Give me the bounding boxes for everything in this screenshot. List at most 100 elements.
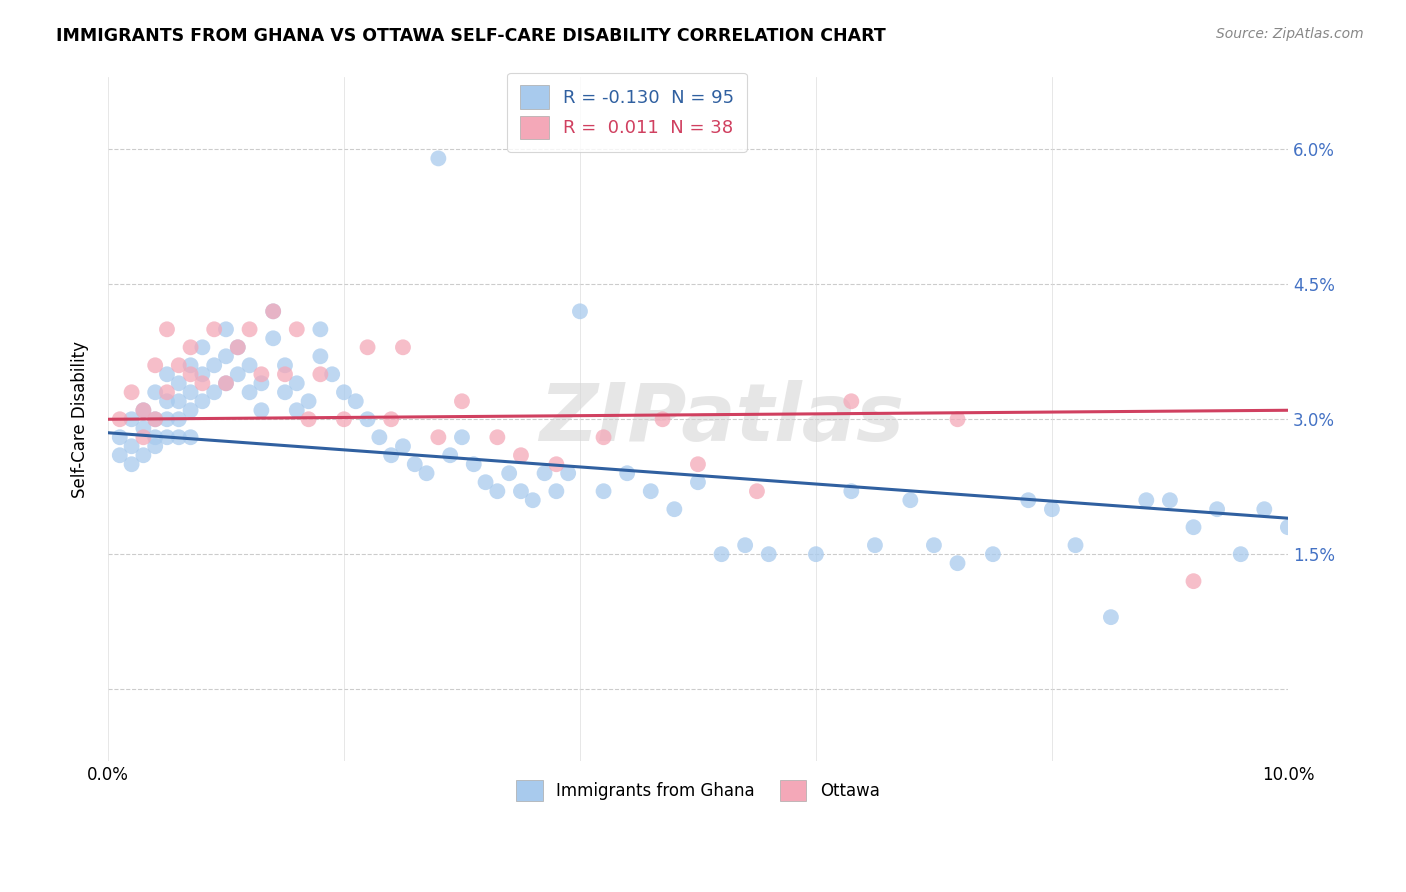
Point <box>1017 493 1039 508</box>
Point <box>239 322 262 336</box>
Point <box>121 457 143 471</box>
Y-axis label: Self-Care Disability: Self-Care Disability <box>72 341 89 498</box>
Point <box>922 538 945 552</box>
Point <box>143 385 166 400</box>
Point <box>143 430 166 444</box>
Point <box>498 467 520 481</box>
Point <box>451 394 474 409</box>
Point <box>262 304 284 318</box>
Point <box>710 547 733 561</box>
Point <box>250 376 273 391</box>
Point <box>167 394 190 409</box>
Point <box>191 340 214 354</box>
Point <box>121 412 143 426</box>
Point <box>285 322 308 336</box>
Point <box>202 322 225 336</box>
Point <box>333 412 356 426</box>
Point <box>191 368 214 382</box>
Point <box>804 547 827 561</box>
Point <box>309 322 332 336</box>
Point <box>592 430 614 444</box>
Point <box>121 439 143 453</box>
Point <box>839 484 862 499</box>
Point <box>1229 547 1251 561</box>
Point <box>616 467 638 481</box>
Point <box>392 340 415 354</box>
Point <box>274 359 297 373</box>
Point <box>226 368 249 382</box>
Point <box>143 412 166 426</box>
Point <box>427 152 450 166</box>
Point <box>380 412 402 426</box>
Point <box>167 359 190 373</box>
Point <box>533 467 555 481</box>
Point <box>839 394 862 409</box>
Point <box>285 376 308 391</box>
Point <box>156 322 179 336</box>
Text: Source: ZipAtlas.com: Source: ZipAtlas.com <box>1216 27 1364 41</box>
Point <box>510 484 533 499</box>
Point <box>191 394 214 409</box>
Point <box>946 412 969 426</box>
Point <box>898 493 921 508</box>
Point <box>1040 502 1063 516</box>
Point <box>568 304 591 318</box>
Point <box>108 430 131 444</box>
Point <box>262 304 284 318</box>
Point <box>415 467 437 481</box>
Point <box>863 538 886 552</box>
Point <box>156 385 179 400</box>
Point <box>439 448 461 462</box>
Point <box>167 412 190 426</box>
Point <box>486 484 509 499</box>
Point <box>745 484 768 499</box>
Point <box>180 340 202 354</box>
Legend: Immigrants from Ghana, Ottawa: Immigrants from Ghana, Ottawa <box>503 766 893 814</box>
Point <box>451 430 474 444</box>
Point <box>651 412 673 426</box>
Point <box>1099 610 1122 624</box>
Point <box>156 412 179 426</box>
Point <box>309 368 332 382</box>
Text: ZIPatlas: ZIPatlas <box>538 380 904 458</box>
Text: IMMIGRANTS FROM GHANA VS OTTAWA SELF-CARE DISABILITY CORRELATION CHART: IMMIGRANTS FROM GHANA VS OTTAWA SELF-CAR… <box>56 27 886 45</box>
Point <box>686 457 709 471</box>
Point <box>132 403 155 417</box>
Point <box>380 448 402 462</box>
Point <box>121 385 143 400</box>
Point <box>143 439 166 453</box>
Point <box>297 412 319 426</box>
Point <box>156 430 179 444</box>
Point <box>215 322 238 336</box>
Point <box>143 412 166 426</box>
Point <box>202 385 225 400</box>
Point <box>1277 520 1299 534</box>
Point <box>463 457 485 471</box>
Point <box>250 403 273 417</box>
Point <box>167 376 190 391</box>
Point <box>664 502 686 516</box>
Point <box>215 376 238 391</box>
Point <box>132 448 155 462</box>
Point <box>250 368 273 382</box>
Point <box>309 349 332 363</box>
Point <box>546 457 568 471</box>
Point <box>640 484 662 499</box>
Point <box>356 412 378 426</box>
Point <box>758 547 780 561</box>
Point <box>143 359 166 373</box>
Point <box>474 475 496 490</box>
Point <box>981 547 1004 561</box>
Point <box>274 368 297 382</box>
Point <box>344 394 367 409</box>
Point <box>239 385 262 400</box>
Point <box>356 340 378 354</box>
Point <box>191 376 214 391</box>
Point <box>180 403 202 417</box>
Point <box>180 359 202 373</box>
Point <box>226 340 249 354</box>
Point <box>202 359 225 373</box>
Point <box>285 403 308 417</box>
Point <box>522 493 544 508</box>
Point <box>557 467 579 481</box>
